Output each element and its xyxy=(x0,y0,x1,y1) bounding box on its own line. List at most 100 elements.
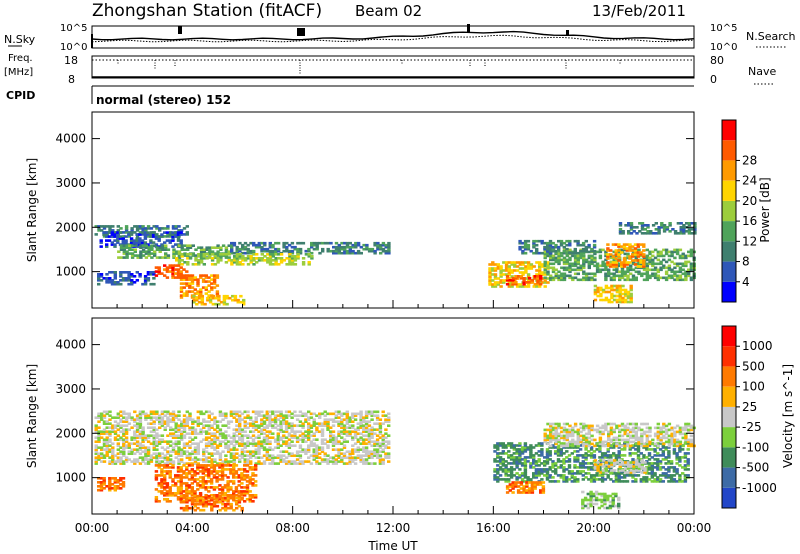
heatmap-cell xyxy=(493,283,498,286)
heatmap-cell xyxy=(155,412,159,416)
heatmap-cell xyxy=(323,418,327,421)
heatmap-cell xyxy=(111,416,115,419)
heatmap-cell xyxy=(171,264,175,267)
heatmap-cell xyxy=(149,442,154,445)
heatmap-cell xyxy=(315,456,319,459)
heatmap-cell xyxy=(614,263,618,266)
heatmap-cell xyxy=(188,446,192,449)
heatmap-cell xyxy=(243,424,247,427)
heatmap-cell xyxy=(631,480,635,483)
heatmap-cell xyxy=(518,468,522,471)
heatmap-cell xyxy=(560,258,564,262)
heatmap-cell xyxy=(180,255,184,258)
heatmap-cell xyxy=(284,444,289,447)
heatmap-cell xyxy=(124,420,129,423)
heatmap-cell xyxy=(493,474,497,477)
heatmap-cell xyxy=(190,490,194,493)
heatmap-cell xyxy=(337,454,341,457)
heatmap-cell xyxy=(573,466,577,469)
heatmap-cell xyxy=(598,456,602,459)
heatmap-cell xyxy=(512,458,516,461)
heatmap-cell xyxy=(556,460,561,463)
heatmap-cell xyxy=(530,279,535,282)
heatmap-cell xyxy=(601,260,605,264)
heatmap-cell xyxy=(326,241,330,245)
heatmap-cell xyxy=(312,444,316,447)
heatmap-cell xyxy=(612,274,616,278)
heatmap-cell xyxy=(687,230,692,233)
heatmap-cell xyxy=(237,468,241,471)
heatmap-cell xyxy=(102,448,107,451)
heatmap-cell xyxy=(548,247,553,251)
heatmap-cell xyxy=(130,426,134,429)
heatmap-cell xyxy=(656,276,660,280)
heatmap-cell xyxy=(364,416,369,419)
heatmap-cell xyxy=(238,416,242,419)
heatmap-cell xyxy=(223,498,228,502)
heatmap-cell xyxy=(113,275,117,278)
heatmap-cell xyxy=(373,422,377,425)
heatmap-cell xyxy=(226,482,230,485)
heatmap-cell xyxy=(144,436,148,439)
heatmap-cell xyxy=(326,440,330,443)
heatmap-cell xyxy=(647,468,652,471)
heatmap-cell xyxy=(348,454,352,457)
heatmap-cell xyxy=(351,414,355,417)
heatmap-cell xyxy=(188,286,192,289)
heatmap-cell xyxy=(155,248,160,251)
heatmap-cell xyxy=(229,414,234,417)
heatmap-cell xyxy=(587,250,591,254)
heatmap-cell xyxy=(94,436,98,439)
heatmap-cell xyxy=(257,452,261,455)
heatmap-cell xyxy=(353,432,358,435)
heatmap-cell xyxy=(647,448,652,451)
heatmap-cell xyxy=(509,470,514,473)
heatmap-cell xyxy=(546,247,550,251)
heatmap-cell xyxy=(673,274,677,278)
heatmap-cell xyxy=(320,448,325,451)
heatmap-cell xyxy=(556,466,561,469)
heatmap-cell xyxy=(244,257,248,260)
heatmap-cell xyxy=(513,265,517,268)
heatmap-cell xyxy=(622,245,627,248)
heatmap-cell xyxy=(623,446,627,449)
heatmap-cell xyxy=(518,239,522,243)
heatmap-cell xyxy=(204,466,208,469)
heatmap-cell xyxy=(496,480,500,483)
heatmap-cell xyxy=(524,271,528,274)
heatmap-cell xyxy=(295,438,300,441)
heatmap-cell xyxy=(179,474,183,477)
heatmap-cell xyxy=(562,256,567,260)
heatmap-cell xyxy=(633,263,638,266)
heatmap-cell xyxy=(545,454,550,457)
heatmap-cell xyxy=(163,486,167,489)
heatmap-cell xyxy=(132,239,136,242)
heatmap-cell xyxy=(251,424,256,427)
heatmap-cell xyxy=(689,254,694,258)
heatmap-cell xyxy=(537,442,541,445)
heatmap-cell xyxy=(94,424,98,427)
heatmap-cell xyxy=(128,246,132,249)
heatmap-cell xyxy=(304,452,308,455)
heatmap-cell xyxy=(312,442,316,445)
heatmap-cell xyxy=(113,231,118,234)
heatmap-cell xyxy=(667,264,672,268)
heatmap-cell xyxy=(210,412,214,416)
heatmap-cell xyxy=(124,436,129,439)
heatmap-cell xyxy=(557,254,561,258)
heatmap-cell xyxy=(194,263,198,266)
heatmap-cell xyxy=(230,245,234,249)
heatmap-cell xyxy=(204,432,209,435)
heatmap-cell xyxy=(653,448,657,451)
heatmap-cell xyxy=(512,452,516,455)
heatmap-cell xyxy=(105,231,109,234)
heatmap-cell xyxy=(221,450,225,453)
heatmap-cell xyxy=(257,245,261,249)
heatmap-cell xyxy=(653,248,658,252)
heatmap-cell xyxy=(595,472,599,475)
heatmap-cell xyxy=(208,252,212,255)
heatmap-cell xyxy=(215,462,220,465)
heatmap-cell xyxy=(182,426,187,429)
heatmap-cell xyxy=(163,478,167,481)
heatmap-cell xyxy=(623,278,627,282)
